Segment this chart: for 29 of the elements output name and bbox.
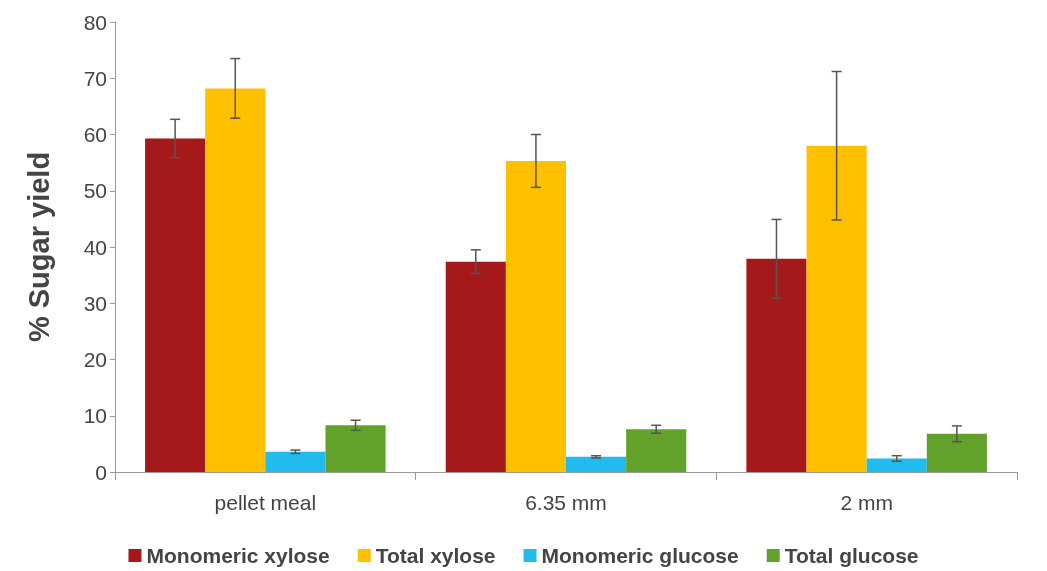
x-tick-label: 2 mm — [840, 491, 893, 514]
bar — [265, 451, 326, 472]
bar — [806, 145, 867, 472]
legend-label: Total xylose — [375, 544, 496, 567]
bar — [746, 258, 807, 472]
bar — [445, 261, 506, 472]
bar — [325, 425, 386, 472]
bar — [205, 88, 266, 472]
legend-label: Monomeric xylose — [146, 544, 330, 567]
x-tick-label: pellet meal — [214, 491, 317, 514]
bar — [626, 429, 687, 472]
legend-label: Total glucose — [784, 544, 919, 567]
bar — [566, 456, 627, 472]
bar — [866, 458, 927, 472]
y-tick-label: 10 — [83, 404, 107, 428]
y-tick-label: 0 — [95, 460, 107, 484]
y-tick-label: 40 — [83, 235, 107, 259]
y-tick-label: 60 — [83, 123, 107, 146]
bar — [145, 138, 206, 472]
y-tick-label: 70 — [83, 66, 107, 90]
y-tick-label: 80 — [83, 10, 107, 34]
y-tick-label: 30 — [83, 291, 107, 315]
y-axis-title: % Sugar yield — [22, 151, 55, 343]
y-tick-label: 20 — [83, 348, 107, 371]
bar — [926, 433, 987, 472]
bar — [505, 160, 566, 472]
y-tick-label: 50 — [83, 179, 107, 203]
x-tick-label: 6.35 mm — [525, 491, 607, 514]
legend-label: Monomeric glucose — [541, 544, 739, 567]
